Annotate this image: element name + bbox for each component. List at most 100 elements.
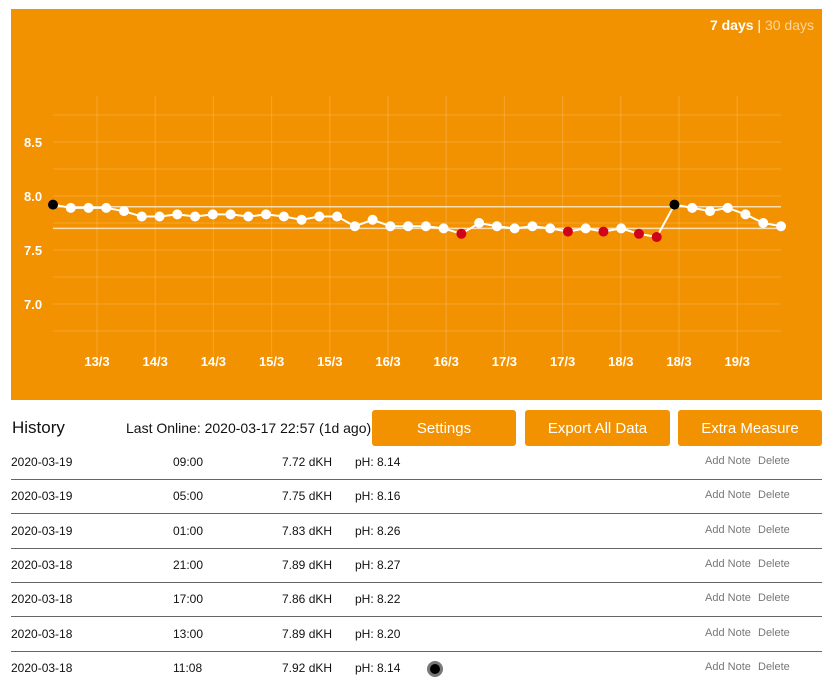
data-point (420, 221, 431, 232)
delete-link[interactable]: Delete (758, 523, 790, 536)
data-point (740, 209, 751, 220)
row-date: 2020-03-18 (11, 626, 73, 641)
data-point (243, 211, 254, 222)
data-point (119, 206, 130, 217)
data-point (65, 202, 76, 213)
data-point (154, 211, 165, 222)
add-note-link[interactable]: Add Note (705, 523, 751, 536)
data-point (758, 218, 769, 228)
x-tick-label: 14/3 (143, 354, 168, 369)
data-point (278, 211, 289, 222)
data-point (172, 209, 183, 220)
data-point (225, 209, 236, 220)
extra-measure-button[interactable]: Extra Measure (678, 410, 822, 446)
data-point (332, 211, 343, 222)
data-point (776, 221, 786, 232)
history-title: History (12, 418, 65, 437)
alert-data-point (562, 226, 573, 237)
data-point (509, 223, 520, 234)
data-point (474, 218, 485, 228)
x-tick-label: 13/3 (84, 354, 109, 369)
history-row: 2020-03-18 13:00 7.89 dKH pH: 8.20 Add N… (11, 617, 822, 652)
data-point (349, 221, 360, 232)
row-ph: pH: 8.20 (355, 626, 401, 641)
row-date: 2020-03-18 (11, 557, 73, 572)
data-point (136, 211, 147, 222)
chart-panel: 7 days | 30 days 13/3 14/3 14/3 15/3 15/3 16/… (11, 9, 822, 400)
delete-link[interactable]: Delete (758, 455, 790, 467)
history-row: 2020-03-18 21:00 7.89 dKH pH: 8.27 Add N… (11, 548, 822, 583)
row-time: 17:00 (173, 592, 204, 607)
data-point (403, 221, 414, 232)
row-date: 2020-03-18 (11, 592, 73, 607)
y-tick-label: 7.0 (24, 297, 42, 312)
row-dkh: 7.86 dKH (282, 592, 333, 607)
history-row: 2020-03-19 05:00 7.75 dKH pH: 8.16 Add N… (11, 479, 822, 515)
row-ph: pH: 8.14 (355, 455, 401, 469)
delete-link[interactable]: Delete (758, 626, 790, 639)
row-date: 2020-03-18 (11, 660, 73, 675)
data-point (722, 202, 733, 213)
add-note-link[interactable]: Add Note (705, 557, 751, 570)
data-point (545, 223, 556, 234)
x-tick-label: 17/3 (492, 354, 517, 369)
add-note-link[interactable]: Add Note (705, 592, 751, 605)
y-tick-label: 8.5 (24, 135, 42, 150)
history-row: 2020-03-18 17:00 7.86 dKH pH: 8.22 Add N… (11, 582, 822, 618)
range-7-days[interactable]: 7 days (709, 17, 754, 33)
add-note-link[interactable]: Add Note (705, 455, 751, 467)
marker-data-point (48, 199, 58, 210)
row-dkh: 7.89 dKH (282, 626, 333, 641)
delete-link[interactable]: Delete (758, 592, 790, 605)
row-dkh: 7.92 dKH (282, 660, 333, 675)
delete-link[interactable]: Delete (758, 557, 790, 570)
row-date: 2020-03-19 (11, 523, 73, 538)
alert-data-point (633, 228, 644, 239)
add-note-link[interactable]: Add Note (705, 626, 751, 639)
marker-data-point (669, 199, 680, 210)
row-date: 2020-03-19 (11, 489, 73, 504)
alert-data-point (456, 228, 467, 239)
range-selector: 7 days | 30 days (710, 17, 814, 33)
row-ph: pH: 8.22 (355, 592, 401, 607)
row-time: 05:00 (173, 489, 204, 504)
delete-link[interactable]: Delete (758, 489, 790, 502)
data-point (314, 211, 325, 222)
x-tick-label: 15/3 (259, 354, 284, 369)
row-dkh: 7.72 dKH (282, 455, 333, 469)
history-row: 2020-03-19 09:00 7.72 dKH pH: 8.14 Add N… (11, 445, 822, 480)
row-ph: pH: 8.14 (355, 660, 401, 675)
history-row: 2020-03-18 11:08 7.92 dKH pH: 8.14 Add N… (11, 651, 822, 685)
row-time: 09:00 (173, 455, 204, 469)
x-tick-label: 18/3 (608, 354, 633, 369)
row-time: 13:00 (173, 626, 204, 641)
data-point (296, 214, 307, 225)
series-line (52, 203, 782, 239)
range-separator: | (757, 17, 762, 33)
x-tick-label: 19/3 (725, 354, 750, 369)
x-tick-label: 16/3 (434, 354, 459, 369)
add-note-link[interactable]: Add Note (705, 660, 751, 673)
data-point (580, 223, 591, 234)
alert-data-point (651, 232, 662, 243)
data-point (207, 209, 218, 220)
delete-link[interactable]: Delete (758, 660, 790, 673)
range-30-days[interactable]: 30 days (764, 17, 814, 33)
data-point (491, 221, 502, 232)
settings-button[interactable]: Settings (372, 410, 516, 446)
dkh-line-chart: 13/3 14/3 14/3 15/3 15/3 16/3 16/3 17/3 17/3 18/3… (24, 96, 786, 369)
data-point (367, 214, 378, 225)
x-tick-label: 14/3 (201, 354, 226, 369)
x-tick-label: 16/3 (375, 354, 400, 369)
alert-data-point (598, 226, 609, 237)
row-dkh: 7.83 dKH (282, 523, 333, 538)
export-all-data-button[interactable]: Export All Data (525, 410, 670, 446)
row-time: 11:08 (173, 660, 203, 675)
data-point (438, 223, 449, 234)
row-time: 01:00 (173, 523, 204, 538)
x-tick-label: 18/3 (666, 354, 691, 369)
x-tick-label: 15/3 (317, 354, 342, 369)
add-note-link[interactable]: Add Note (705, 489, 751, 502)
row-dkh: 7.75 dKH (282, 489, 333, 504)
marker-dot-icon (427, 660, 443, 677)
